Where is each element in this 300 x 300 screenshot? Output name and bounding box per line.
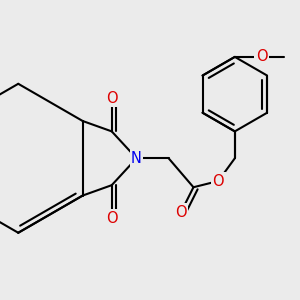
Text: O: O — [106, 211, 118, 226]
Text: O: O — [212, 173, 224, 188]
Text: N: N — [131, 151, 142, 166]
Text: O: O — [106, 91, 118, 106]
Text: O: O — [256, 50, 268, 64]
Text: O: O — [175, 205, 187, 220]
